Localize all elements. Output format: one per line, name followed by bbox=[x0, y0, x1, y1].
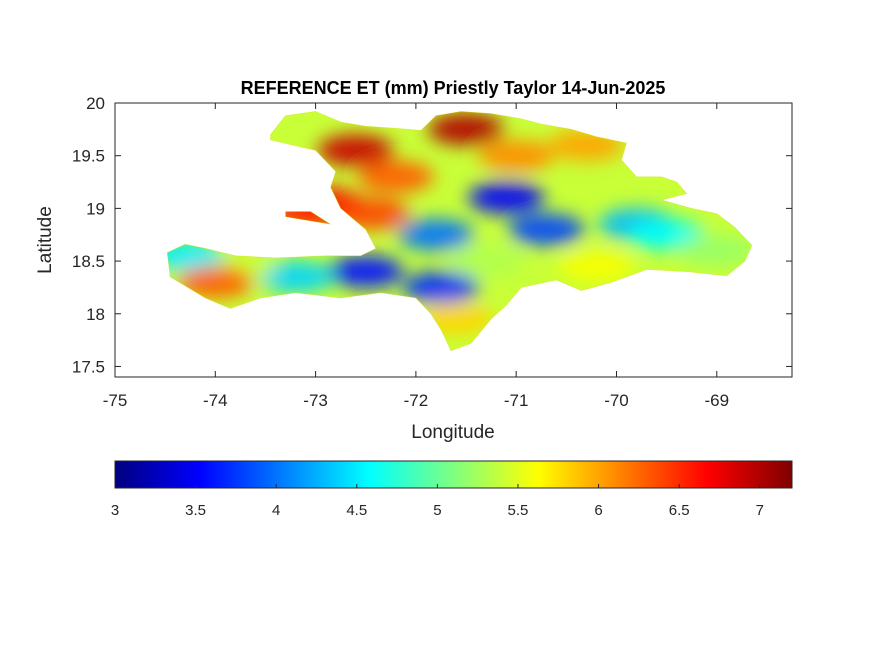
colorbar-tick-label: 3 bbox=[111, 502, 119, 519]
et-region-15 bbox=[678, 234, 752, 267]
et-region-9 bbox=[397, 218, 474, 251]
y-tick-label: 18 bbox=[86, 305, 105, 324]
colorbar-gradient bbox=[114, 460, 793, 489]
chart-title: REFERENCE ET (mm) Priestly Taylor 14-Jun… bbox=[241, 78, 666, 98]
colorbar-tick-label: 5.5 bbox=[508, 502, 529, 519]
et-region-7 bbox=[468, 181, 545, 214]
colorbar: 3 3.5 4 4.5 5 5.5 6 6.5 7 bbox=[111, 460, 793, 519]
et-heatmap-layer bbox=[167, 111, 752, 351]
et-region-8 bbox=[508, 213, 585, 246]
map-plot-area: -75 -74 -73 -72 -71 -70 -69 17.5 18 18.5 19 19.5 20 bbox=[72, 94, 793, 410]
colorbar-tick-label: 6 bbox=[594, 502, 602, 519]
et-region-17 bbox=[448, 245, 525, 278]
x-tick-label: -75 bbox=[103, 391, 128, 410]
colorbar-tick-label: 5 bbox=[433, 502, 441, 519]
x-tick-label: -72 bbox=[404, 391, 429, 410]
y-tick-label: 20 bbox=[86, 94, 105, 113]
colorbar-tick-label: 7 bbox=[756, 502, 764, 519]
y-axis-label: Latitude bbox=[35, 206, 56, 274]
island-outline bbox=[166, 111, 753, 352]
colorbar-ticks: 3 3.5 4 4.5 5 5.5 6 6.5 7 bbox=[111, 484, 764, 519]
x-tick-label: -70 bbox=[604, 391, 629, 410]
et-region-0 bbox=[317, 134, 394, 167]
colorbar-tick-label: 4 bbox=[272, 502, 280, 519]
x-tick-label: -74 bbox=[203, 391, 228, 410]
colorbar-tick-label: 3.5 bbox=[185, 502, 206, 519]
colorbar-tick-label: 6.5 bbox=[669, 502, 690, 519]
y-tick-label: 18.5 bbox=[72, 252, 105, 271]
x-tick-label: -73 bbox=[303, 391, 328, 410]
et-region-1 bbox=[428, 113, 504, 146]
y-tick-label: 17.5 bbox=[72, 357, 105, 376]
et-region-21 bbox=[177, 266, 254, 299]
et-region-10 bbox=[327, 255, 404, 288]
colorbar-tick-label: 4.5 bbox=[346, 502, 367, 519]
y-axis-ticks: 17.5 18 18.5 19 19.5 20 bbox=[72, 94, 792, 376]
x-axis-ticks: -75 -74 -73 -72 -71 -70 -69 bbox=[103, 103, 729, 410]
x-tick-label: -71 bbox=[504, 391, 529, 410]
et-region-5 bbox=[478, 139, 555, 172]
x-axis-label: Longitude bbox=[411, 422, 494, 443]
et-region-12 bbox=[403, 271, 479, 304]
y-tick-label: 19 bbox=[86, 199, 105, 218]
et-region-16 bbox=[558, 250, 635, 283]
y-tick-label: 19.5 bbox=[72, 147, 105, 166]
et-region-11 bbox=[257, 260, 334, 293]
x-tick-label: -69 bbox=[704, 391, 729, 410]
et-region-4 bbox=[357, 160, 434, 193]
